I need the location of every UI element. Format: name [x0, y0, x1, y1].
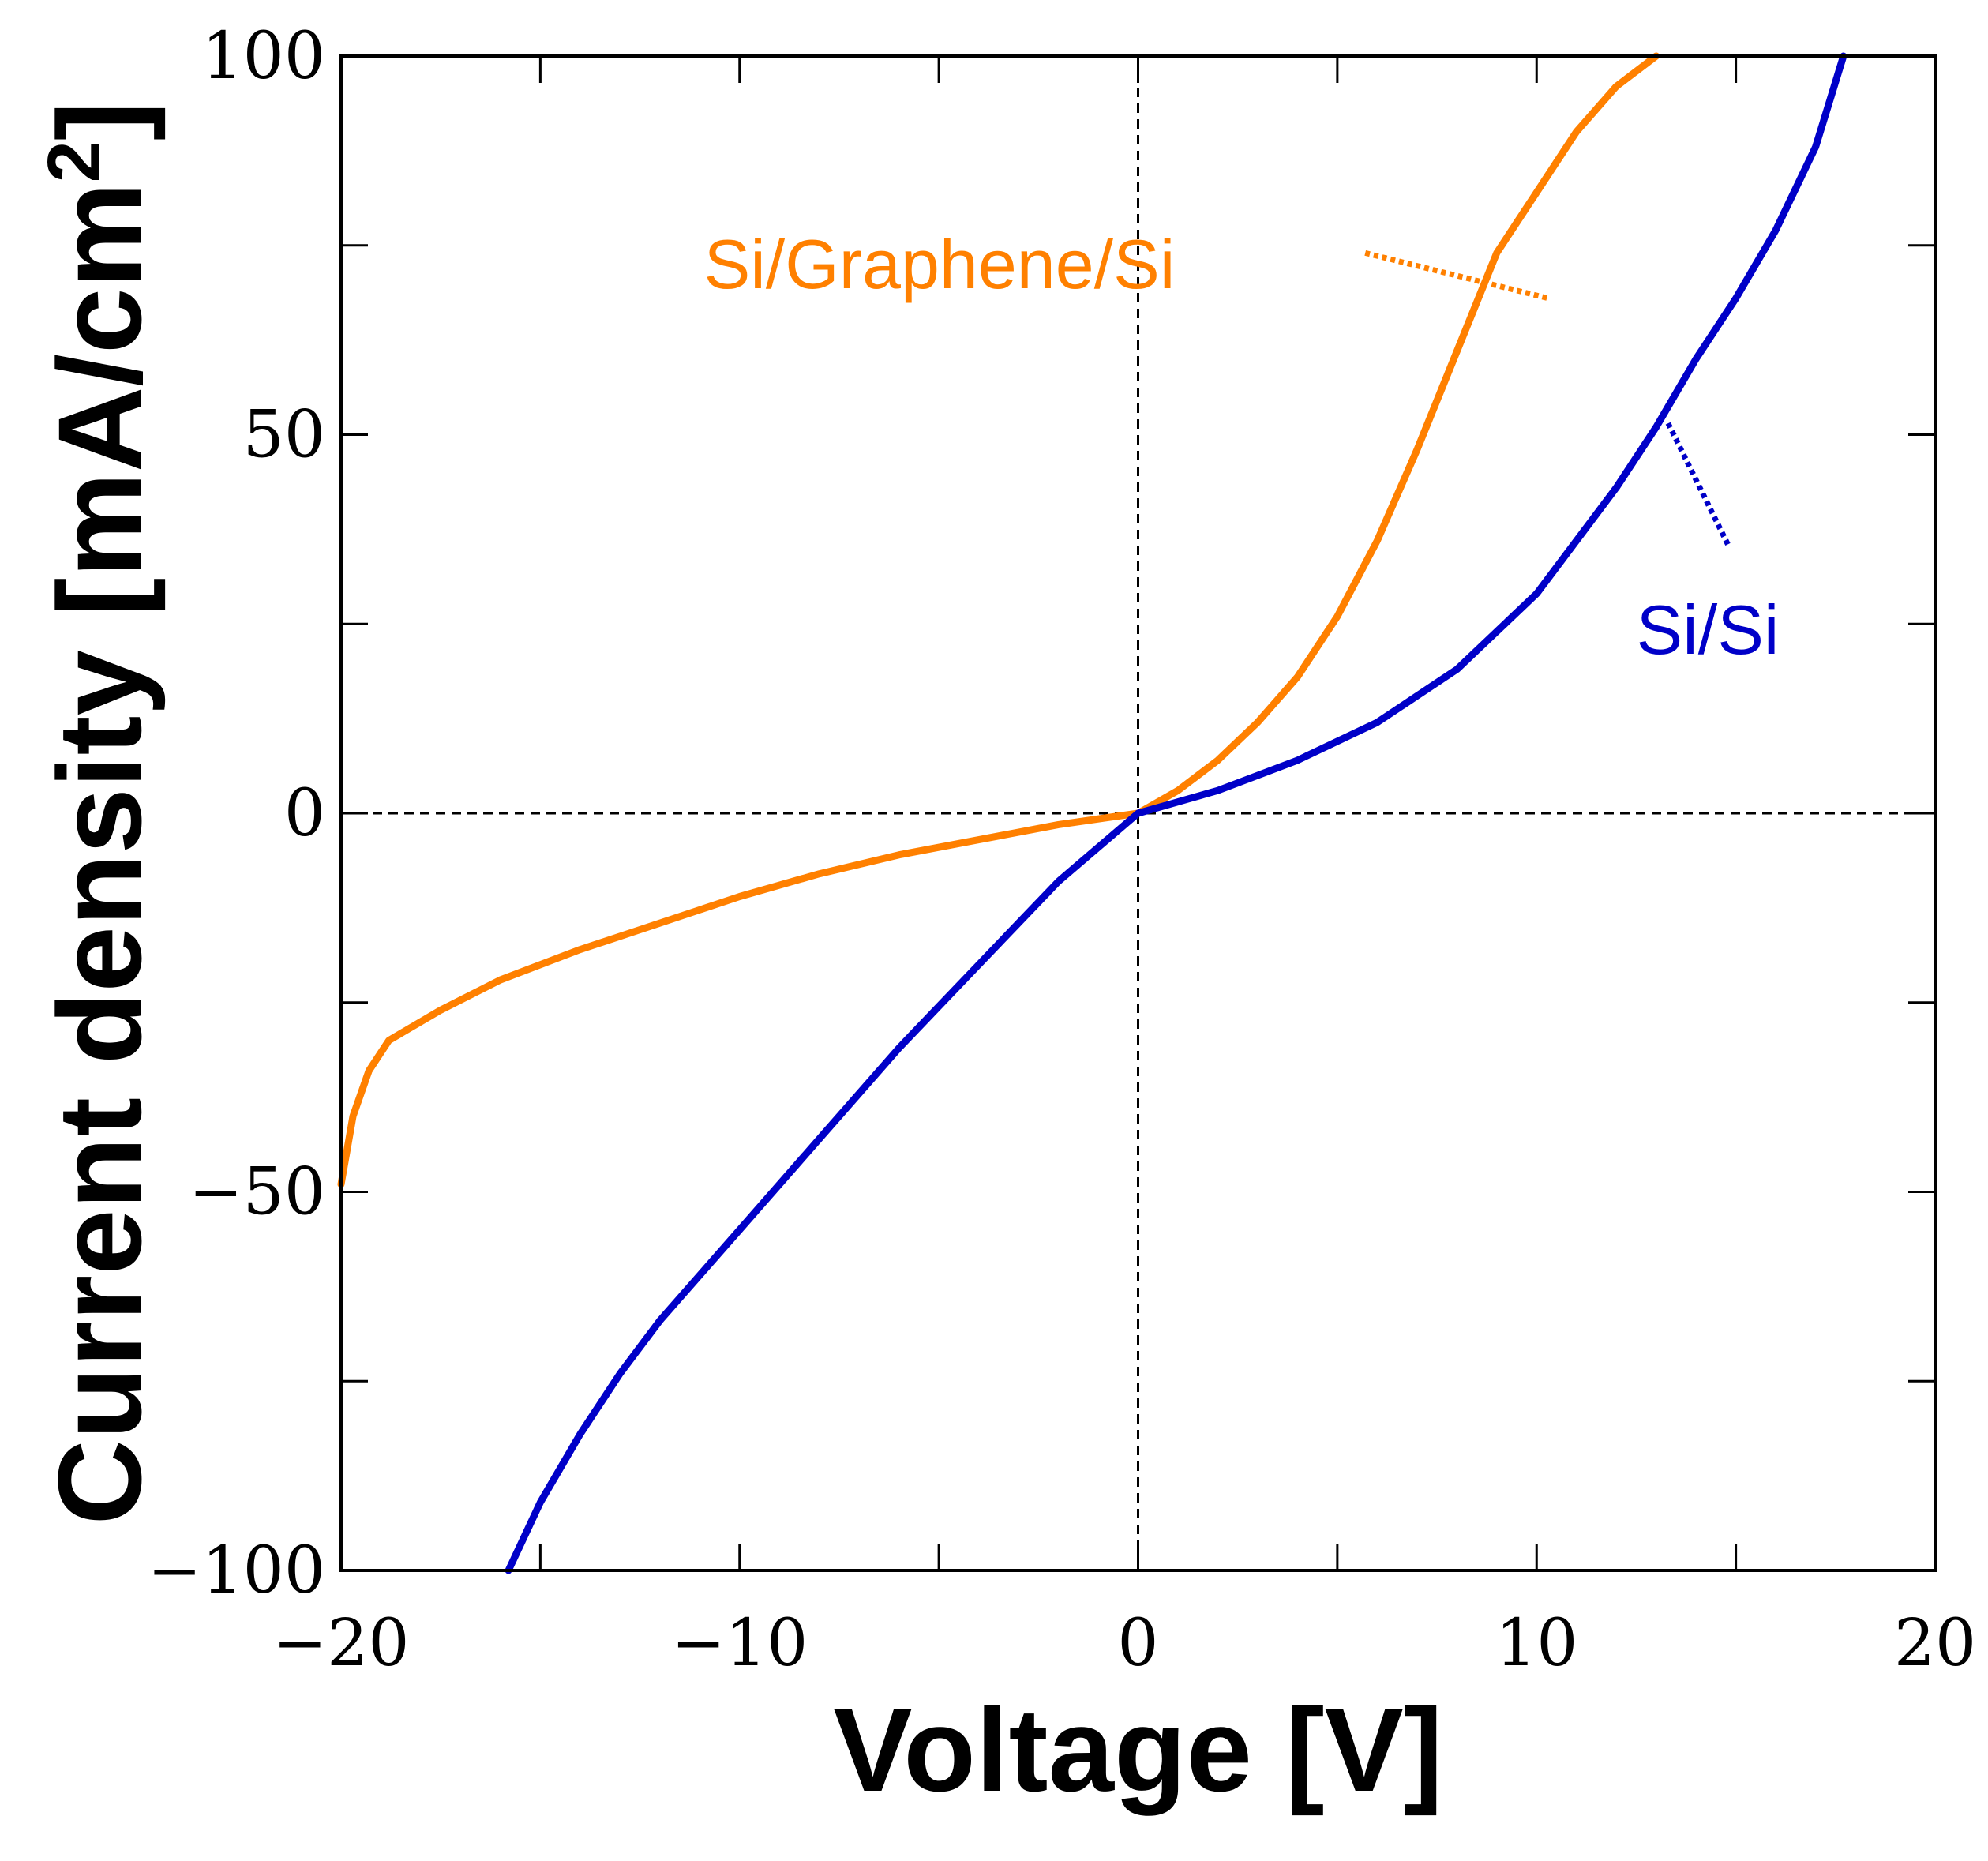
y-tick-label: −50	[189, 1155, 325, 1230]
y-axis-title-main: Current density [mA/cm	[33, 182, 166, 1525]
x-tick-label: −10	[671, 1606, 808, 1681]
y-axis-title-bracket: ]	[33, 101, 166, 141]
annotation-pointer	[1665, 422, 1731, 546]
x-tick-label: −20	[272, 1606, 409, 1681]
series-line-si-si	[505, 52, 1847, 1574]
annotation-pointer	[1364, 250, 1550, 302]
series-label: Si/Si	[1637, 591, 1780, 669]
y-axis-title: Current density [mA/cm2]	[32, 101, 166, 1525]
y-tick-label: −100	[148, 1533, 325, 1608]
y-tick-label: 100	[201, 19, 325, 94]
annotations: Si/Graphene/Si Si/Si	[704, 225, 1780, 669]
y-tick-label: 0	[284, 776, 325, 851]
series-lines	[337, 52, 1847, 1574]
x-tick-label: 20	[1894, 1606, 1976, 1681]
y-axis-title-superscript: 2	[32, 141, 116, 182]
series-label: Si/Graphene/Si	[704, 225, 1176, 303]
x-tick-label: 10	[1495, 1606, 1577, 1681]
x-tick-label: 0	[1117, 1606, 1158, 1681]
x-axis-title: Voltage [V]	[833, 1683, 1442, 1816]
y-tick-label: 50	[243, 398, 325, 473]
